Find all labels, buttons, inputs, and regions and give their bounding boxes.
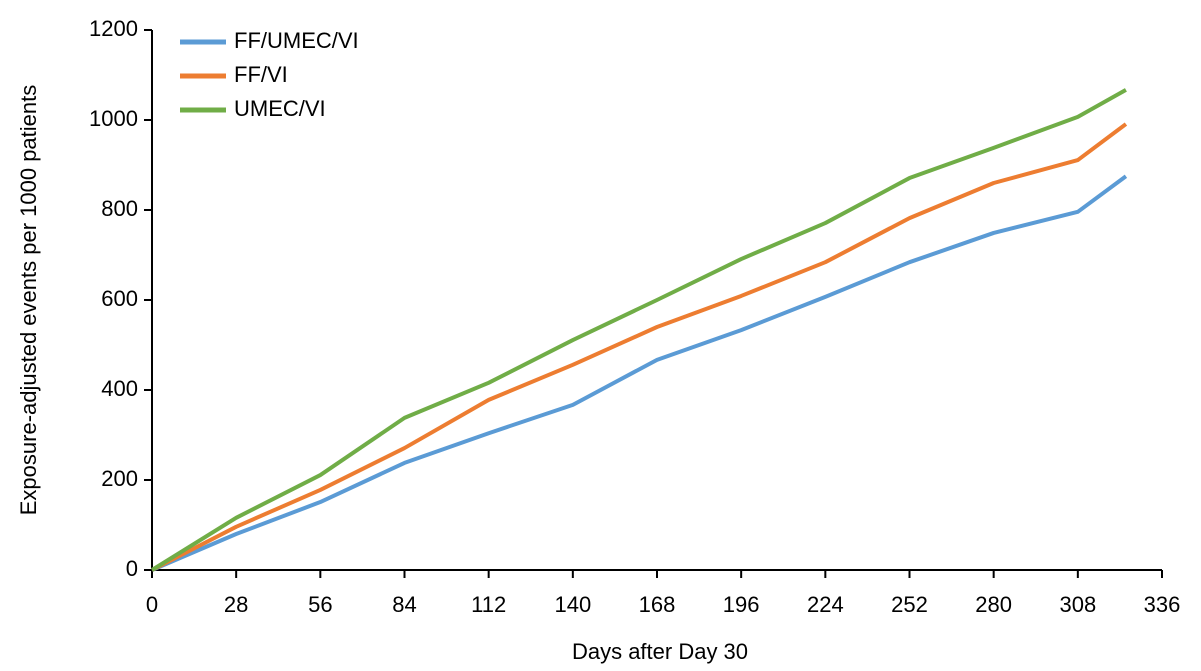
legend-label: UMEC/VI (234, 96, 326, 121)
x-tick-label: 168 (639, 592, 676, 617)
x-tick-label: 28 (224, 592, 248, 617)
series-line (151, 174, 1128, 572)
x-tick-label: 224 (807, 592, 844, 617)
series-line (151, 122, 1128, 572)
y-tick-label: 600 (101, 286, 138, 311)
y-tick-label: 400 (101, 376, 138, 401)
y-tick-label: 800 (101, 196, 138, 221)
x-tick-label: 140 (554, 592, 591, 617)
x-tick-label: 252 (891, 592, 928, 617)
x-tick-label: 336 (1144, 592, 1181, 617)
x-tick-label: 280 (975, 592, 1012, 617)
x-axis-title: Days after Day 30 (572, 639, 748, 664)
x-tick-label: 196 (723, 592, 760, 617)
y-tick-label: 200 (101, 466, 138, 491)
legend-label: FF/UMEC/VI (234, 28, 359, 53)
y-tick-label: 1000 (89, 106, 138, 131)
y-tick-label: 0 (126, 556, 138, 581)
x-tick-label: 56 (308, 592, 332, 617)
y-tick-label: 1200 (89, 16, 138, 41)
y-axis-title: Exposure-adjusted events per 1000 patien… (16, 85, 41, 516)
series-line (150, 88, 1127, 572)
x-tick-label: 112 (471, 592, 506, 617)
x-tick-label: 84 (392, 592, 416, 617)
legend-label: FF/VI (234, 62, 288, 87)
x-tick-label: 308 (1059, 592, 1096, 617)
x-tick-label: 0 (146, 592, 158, 617)
